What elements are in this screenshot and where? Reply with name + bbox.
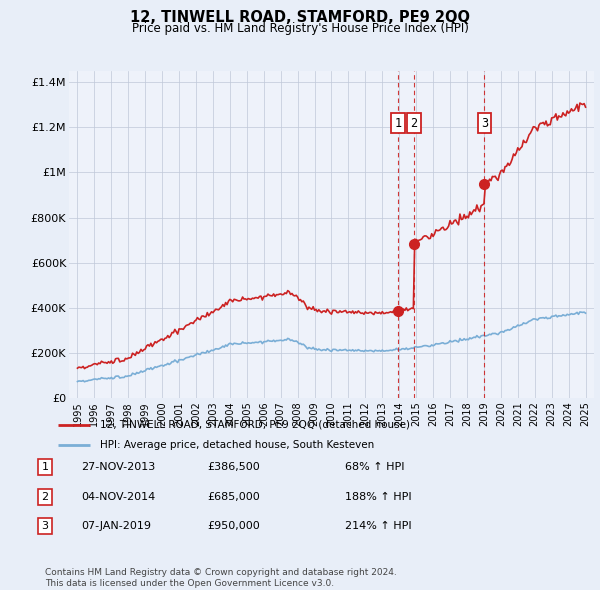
Text: 12, TINWELL ROAD, STAMFORD, PE9 2QQ: 12, TINWELL ROAD, STAMFORD, PE9 2QQ (130, 10, 470, 25)
Text: £386,500: £386,500 (207, 463, 260, 472)
Text: £685,000: £685,000 (207, 492, 260, 502)
Text: 1: 1 (394, 117, 401, 130)
Text: 2: 2 (410, 117, 417, 130)
Text: 27-NOV-2013: 27-NOV-2013 (81, 463, 155, 472)
Text: 2: 2 (41, 492, 49, 502)
Text: HPI: Average price, detached house, South Kesteven: HPI: Average price, detached house, Sout… (100, 440, 374, 450)
Text: 3: 3 (41, 522, 49, 531)
Text: 1: 1 (41, 463, 49, 472)
Text: 68% ↑ HPI: 68% ↑ HPI (345, 463, 404, 472)
Text: Contains HM Land Registry data © Crown copyright and database right 2024.
This d: Contains HM Land Registry data © Crown c… (45, 568, 397, 588)
Text: 07-JAN-2019: 07-JAN-2019 (81, 522, 151, 531)
Text: £950,000: £950,000 (207, 522, 260, 531)
Text: 3: 3 (481, 117, 488, 130)
Text: 188% ↑ HPI: 188% ↑ HPI (345, 492, 412, 502)
Text: 04-NOV-2014: 04-NOV-2014 (81, 492, 155, 502)
Text: 214% ↑ HPI: 214% ↑ HPI (345, 522, 412, 531)
Text: 12, TINWELL ROAD, STAMFORD, PE9 2QQ (detached house): 12, TINWELL ROAD, STAMFORD, PE9 2QQ (det… (100, 420, 410, 430)
Text: Price paid vs. HM Land Registry's House Price Index (HPI): Price paid vs. HM Land Registry's House … (131, 22, 469, 35)
